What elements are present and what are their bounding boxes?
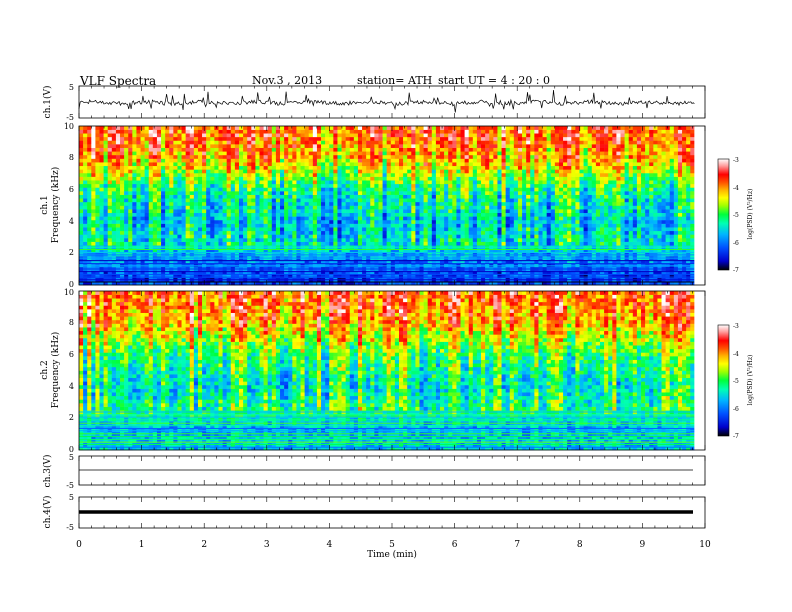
x-tick-label: 10: [699, 540, 711, 550]
cb1-label: log(PSD) (V²/Hz): [747, 189, 754, 240]
cb1-tick-m7: -7: [733, 267, 739, 274]
station-label: station= ATH: [357, 74, 433, 87]
cb1-tick-m3: -3: [733, 157, 739, 164]
spec2-channel-label: ch.2: [40, 360, 50, 379]
cb2-tick-m7: -7: [733, 433, 739, 440]
ch3-ytick-top: 5: [69, 453, 74, 462]
ch1-trace: [78, 89, 695, 113]
ch1-ytick-top: 5: [69, 83, 74, 92]
cb1-tick-m5: -5: [733, 212, 739, 219]
ch4-ylabel: ch.4(V): [42, 496, 53, 529]
x-tick-label: 0: [76, 540, 82, 550]
cb2-tick-m5: -5: [733, 378, 739, 385]
x-axis-label: Time (min): [367, 549, 417, 560]
ch1-trace-path: [78, 89, 695, 113]
x-tick-label: 4: [327, 540, 333, 550]
ch4-ytick-bottom: -5: [66, 523, 74, 532]
spec1-ytick-2: 2: [69, 248, 74, 257]
spec2-ytick-10: 10: [64, 288, 74, 297]
date-label: Nov.3 , 2013: [252, 74, 323, 87]
spec2-ytick-0: 0: [69, 445, 74, 454]
ch4-ytick-top: 5: [69, 493, 74, 502]
colorbar-2: -3 -4 -5 -6 -7 log(PSD) (V²/Hz): [717, 323, 754, 440]
cb2-label: log(PSD) (V²/Hz): [747, 355, 754, 406]
x-tick-labels: 0 1 2 3 4 5 6 7 8 9 10: [76, 540, 711, 550]
x-tick-label: 7: [514, 540, 520, 550]
x-tick-label: 5: [389, 540, 395, 550]
x-tick-label: 2: [201, 540, 207, 550]
colorbar-1: -3 -4 -5 -6 -7 log(PSD) (V²/Hz): [717, 157, 754, 274]
ch1-spectrogram-panel: 0 2 4 6 8 10 ch.1 Frequency (kHz): [40, 122, 706, 289]
spec1-ytick-8: 8: [69, 153, 74, 162]
spec1-channel-label: ch.1: [40, 195, 50, 214]
cb1-tick-m4: -4: [733, 185, 739, 192]
cb2-tick-m4: -4: [733, 351, 739, 358]
spec2-ytick-2: 2: [69, 413, 74, 422]
ch1-ytick-bottom: -5: [66, 113, 74, 122]
spec1-ytick-10: 10: [64, 122, 74, 131]
ch3-ytick-bottom: -5: [66, 481, 74, 490]
x-tick-label: 6: [452, 540, 458, 550]
spec2-ytick-8: 8: [69, 318, 74, 327]
cb2-tick-m3: -3: [733, 323, 739, 330]
ch3-ylabel: ch.3(V): [42, 455, 53, 488]
spec1-ylabel: Frequency (kHz): [50, 167, 61, 244]
ch1-spectrogram-image: [79, 126, 705, 286]
x-tick-label: 8: [577, 540, 583, 550]
spec2-ylabel: Frequency (kHz): [50, 332, 61, 409]
ch2-spectrogram-panel: 0 2 4 6 8 10 ch.2 Frequency (kHz): [40, 288, 706, 454]
ch1-ylabel: ch.1(V): [42, 86, 53, 119]
spec2-ytick-4: 4: [69, 382, 74, 391]
spec1-ytick-6: 6: [69, 185, 74, 194]
x-tick-label: 3: [264, 540, 270, 550]
ch2-spectrogram-image: [79, 291, 705, 451]
figure-title: VLF Spectra: [80, 74, 157, 88]
spec1-ytick-4: 4: [69, 217, 74, 226]
x-tick-label: 1: [139, 540, 145, 550]
start-time-label: start UT = 4 : 20 : 0: [438, 74, 551, 87]
cb2-tick-m6: -6: [733, 406, 739, 413]
cb1-tick-m6: -6: [733, 240, 739, 247]
x-tick-label: 9: [640, 540, 646, 550]
spec2-ytick-6: 6: [69, 350, 74, 359]
time-ticks: [78, 86, 706, 528]
spec1-ytick-0: 0: [69, 280, 74, 289]
